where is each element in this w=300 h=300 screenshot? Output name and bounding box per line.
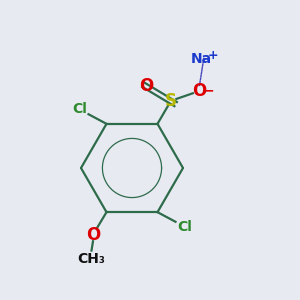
Text: Na: Na (190, 52, 212, 66)
Text: O: O (192, 82, 207, 100)
Text: S: S (165, 92, 177, 110)
Text: O: O (139, 77, 153, 95)
Text: O: O (86, 226, 100, 244)
Text: CH₃: CH₃ (78, 252, 105, 266)
Text: −: − (202, 83, 214, 97)
Text: +: + (208, 49, 218, 62)
Text: Cl: Cl (72, 102, 87, 116)
Text: Cl: Cl (177, 220, 192, 234)
